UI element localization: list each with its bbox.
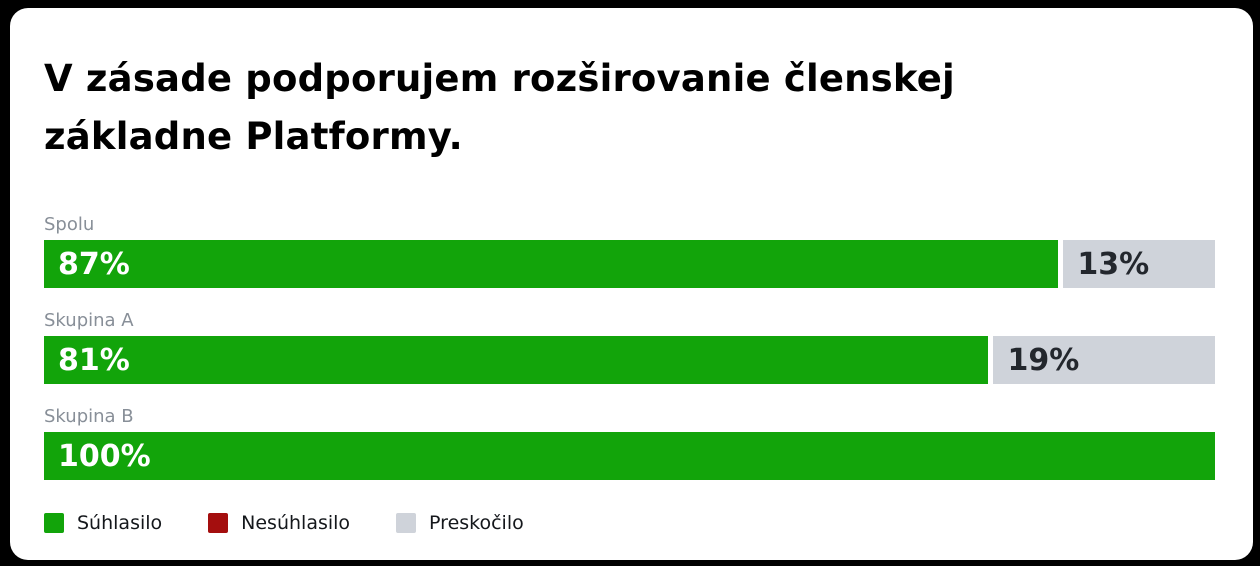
legend-label: Preskočilo: [429, 512, 524, 534]
legend-swatch-icon: [44, 513, 64, 533]
bar-category-label: Skupina B: [44, 406, 134, 427]
legend-item: Preskočilo: [396, 511, 524, 535]
legend-label: Nesúhlasilo: [241, 512, 351, 534]
bar-segment-preskocilo: 19%: [993, 336, 1215, 384]
bar-value-label: 13%: [1077, 246, 1150, 282]
bar-value-label: 19%: [1007, 342, 1080, 378]
bar-segment-suhlasilo: 100%: [44, 432, 1215, 480]
bar-segment-suhlasilo: 81%: [44, 336, 989, 384]
bar-category-label: Skupina A: [44, 310, 134, 331]
legend-swatch-icon: [208, 513, 229, 533]
chart-title: V zásade podporujem rozširovanie členske…: [44, 57, 955, 158]
bar-track: 87% 13%: [44, 240, 1215, 288]
bar-segment-preskocilo: 13%: [1063, 240, 1215, 288]
legend-item: Nesúhlasilo: [208, 511, 350, 535]
bars: Spolu 87% 13% Skupina A 81% 19% Skupina B 100%: [44, 214, 1215, 480]
bar-track: 81% 19%: [44, 336, 1215, 384]
bar-segment-suhlasilo: 87%: [44, 240, 1059, 288]
bar-track: 100%: [44, 432, 1215, 480]
legend: Súhlasilo Nesúhlasilo Preskočilo: [44, 511, 1215, 535]
chart-card: V zásade podporujem rozširovanie členske…: [10, 8, 1253, 560]
bar-group: Skupina B 100%: [44, 406, 1215, 480]
bar-value-label: 100%: [58, 438, 151, 474]
bar-value-label: 87%: [58, 246, 130, 282]
legend-label: Súhlasilo: [77, 512, 163, 534]
bar-category-label: Spolu: [44, 214, 95, 235]
legend-item: Súhlasilo: [44, 511, 162, 535]
bar-group: Spolu 87% 13%: [44, 214, 1215, 288]
legend-swatch-icon: [396, 513, 417, 533]
bar-group: Skupina A 81% 19%: [44, 310, 1215, 384]
bar-value-label: 81%: [58, 342, 130, 378]
